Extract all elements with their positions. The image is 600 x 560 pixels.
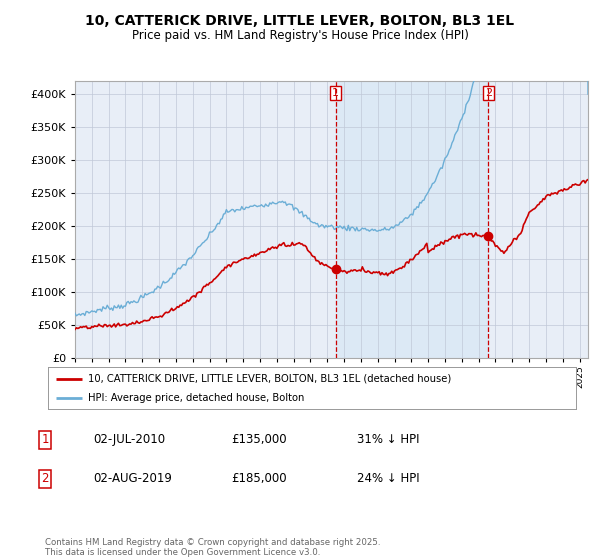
Text: Contains HM Land Registry data © Crown copyright and database right 2025.
This d: Contains HM Land Registry data © Crown c… — [45, 538, 380, 557]
Text: 1: 1 — [41, 433, 49, 446]
Text: 10, CATTERICK DRIVE, LITTLE LEVER, BOLTON, BL3 1EL: 10, CATTERICK DRIVE, LITTLE LEVER, BOLTO… — [85, 14, 515, 28]
Text: 02-JUL-2010: 02-JUL-2010 — [93, 433, 165, 446]
Text: HPI: Average price, detached house, Bolton: HPI: Average price, detached house, Bolt… — [88, 393, 304, 403]
Bar — [336, 81, 488, 358]
Text: £135,000: £135,000 — [231, 433, 287, 446]
Text: 24% ↓ HPI: 24% ↓ HPI — [357, 472, 419, 486]
Text: Price paid vs. HM Land Registry's House Price Index (HPI): Price paid vs. HM Land Registry's House … — [131, 29, 469, 42]
Text: £185,000: £185,000 — [231, 472, 287, 486]
Text: 2: 2 — [485, 88, 492, 98]
Text: 02-AUG-2019: 02-AUG-2019 — [93, 472, 172, 486]
Text: 31% ↓ HPI: 31% ↓ HPI — [357, 433, 419, 446]
Text: 1: 1 — [332, 88, 339, 98]
Text: 10, CATTERICK DRIVE, LITTLE LEVER, BOLTON, BL3 1EL (detached house): 10, CATTERICK DRIVE, LITTLE LEVER, BOLTO… — [88, 374, 451, 384]
Text: 2: 2 — [41, 472, 49, 486]
